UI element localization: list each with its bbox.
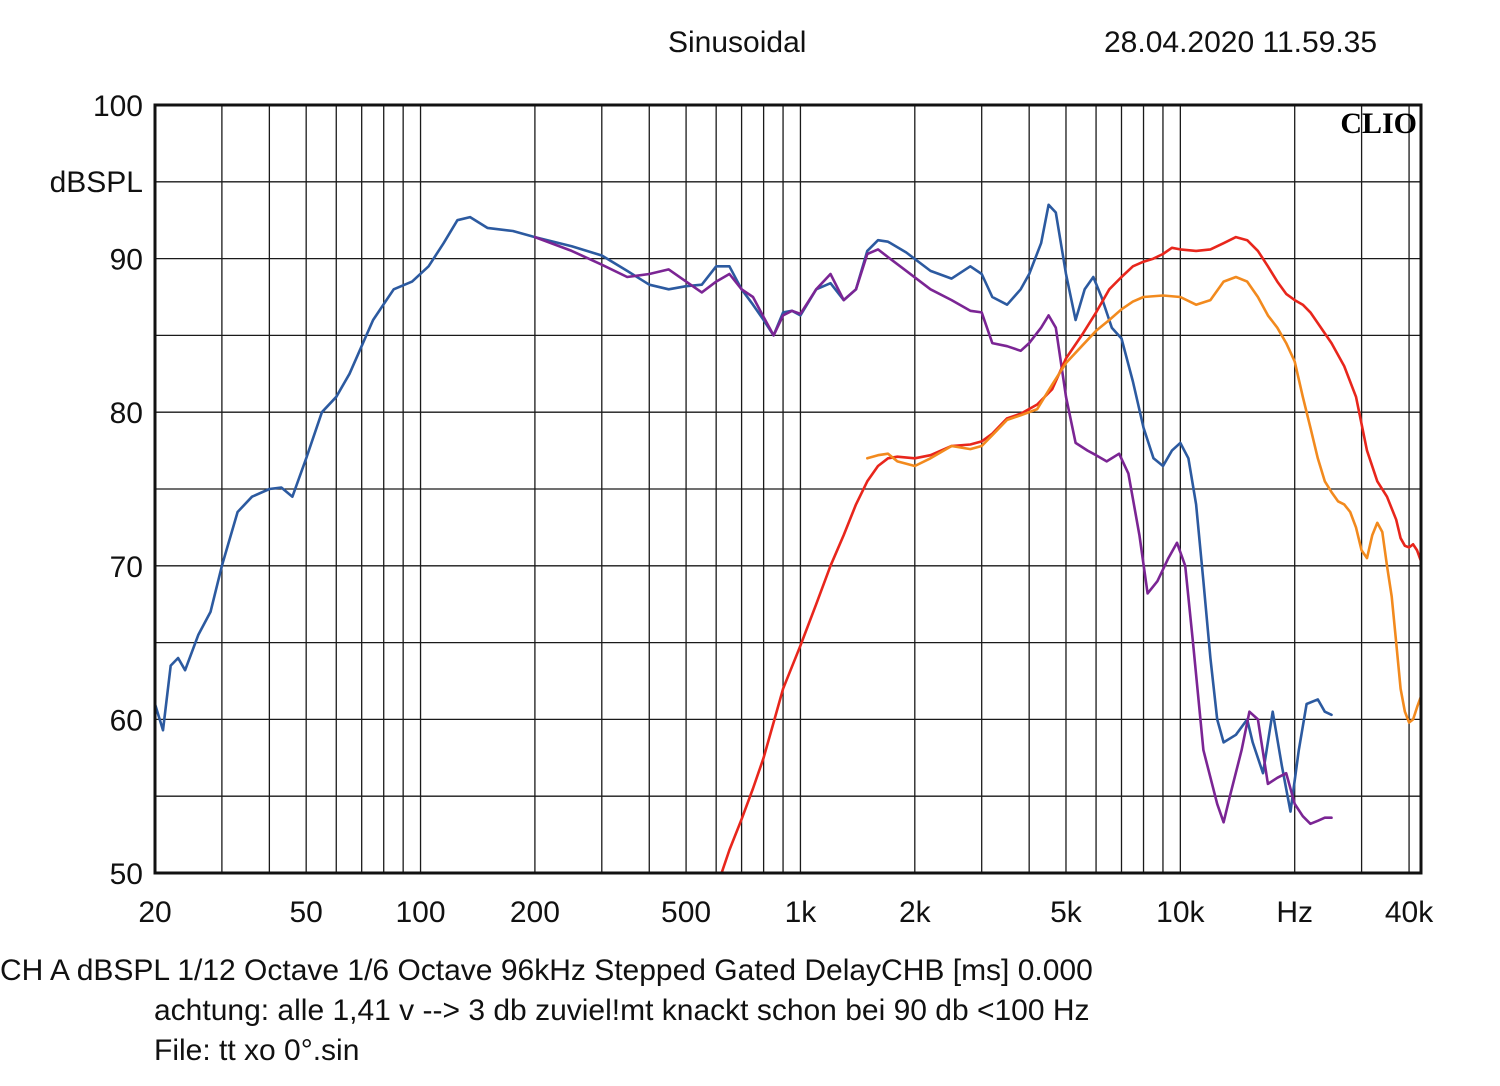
x-tick-label: Hz — [1276, 896, 1313, 929]
y-tick-label: 80 — [110, 397, 143, 430]
x-tick-label: 1k — [785, 896, 818, 929]
file-line: File: tt xo 0°.sin — [154, 1034, 360, 1067]
series-line-4 — [866, 275, 1423, 724]
y-tick-label: 60 — [110, 704, 143, 737]
grid — [155, 105, 1421, 873]
y-tick-label: 50 — [110, 858, 143, 891]
x-tick-label: 40k — [1385, 896, 1434, 929]
x-tick-label: 10k — [1156, 896, 1205, 929]
series-layer — [153, 203, 1423, 875]
y-tick-label: 70 — [110, 551, 143, 584]
x-tick-label: 50 — [289, 896, 322, 929]
x-tick-label: 500 — [661, 896, 711, 929]
x-tick-label: 5k — [1050, 896, 1083, 929]
axis-labels: 100 90 80 70 60 50 dBSPL 20 50 100 200 500 1k 2k 5k 10k… — [50, 90, 1435, 929]
frequency-response-chart: 100 90 80 70 60 50 dBSPL 20 50 100 200 500 1k 2k 5k 10k… — [50, 90, 1435, 929]
series-line-3 — [720, 235, 1423, 875]
settings-line: CH A dBSPL 1/12 Octave 1/6 Octave 96kHz … — [0, 954, 1093, 987]
plot-frame — [153, 103, 1423, 875]
x-tick-label: 2k — [899, 896, 932, 929]
measurement-timestamp: 28.04.2020 11.59.35 — [1104, 26, 1378, 59]
y-tick-label: 100 — [93, 90, 143, 123]
y-axis-label: dBSPL — [50, 166, 143, 199]
clio-logo: CLIO — [1340, 107, 1417, 140]
plot-border — [153, 103, 1423, 875]
x-tick-label: 100 — [396, 896, 446, 929]
series-line-2 — [533, 235, 1333, 826]
x-tick-label: 20 — [138, 896, 171, 929]
comment-line: achtung: alle 1,41 v --> 3 db zuviel!mt … — [154, 994, 1090, 1027]
x-tick-label: 200 — [510, 896, 560, 929]
chart-title: Sinusoidal — [668, 26, 807, 59]
y-tick-label: 90 — [110, 244, 143, 277]
